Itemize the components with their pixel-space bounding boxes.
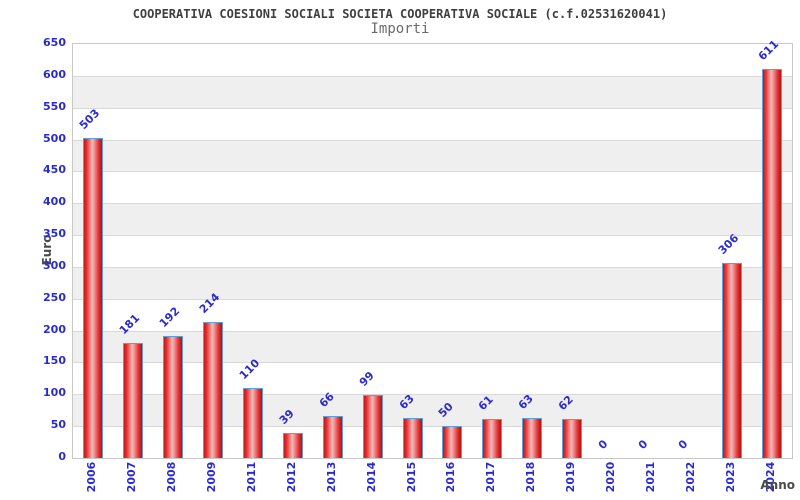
- y-tick-600: 600: [43, 67, 66, 81]
- y-tick-100: 100: [43, 386, 66, 400]
- stripe-band: [73, 203, 792, 236]
- y-tick-300: 300: [43, 258, 66, 272]
- gridline: [73, 299, 792, 300]
- y-tick-0: 0: [58, 450, 66, 463]
- bar-2008: [162, 335, 183, 458]
- chart-title: COOPERATIVA COESIONI SOCIALI SOCIETA COO…: [132, 7, 668, 21]
- stripe-band: [73, 330, 792, 363]
- x-tick-2020: 2020: [604, 461, 618, 493]
- x-tick-2006: 2006: [84, 461, 98, 493]
- gridline: [73, 267, 792, 268]
- bar-2013: [322, 415, 343, 458]
- x-tick-2021: 2021: [644, 461, 658, 493]
- y-tick-550: 550: [43, 99, 66, 113]
- bar-2017: [482, 419, 503, 458]
- x-tick-2018: 2018: [524, 461, 538, 493]
- gridline: [73, 426, 792, 427]
- bar-2014: [362, 394, 383, 458]
- bar-2012: [282, 433, 303, 458]
- x-tick-2014: 2014: [364, 461, 378, 493]
- gridline: [73, 140, 792, 141]
- y-tick-450: 450: [43, 163, 66, 177]
- x-tick-2009: 2009: [204, 461, 218, 493]
- bar-2007: [122, 342, 143, 458]
- gridline: [73, 108, 792, 109]
- gridline: [73, 331, 792, 332]
- stripe-band: [73, 266, 792, 299]
- stripe-band: [73, 139, 792, 172]
- bar-2009: [202, 321, 223, 458]
- y-tick-50: 50: [50, 418, 66, 432]
- bar-2018: [522, 417, 543, 458]
- gridline: [73, 235, 792, 236]
- gridline: [73, 76, 792, 77]
- x-tick-2022: 2022: [684, 461, 698, 493]
- gridline: [73, 203, 792, 204]
- x-tick-2008: 2008: [164, 461, 178, 493]
- x-tick-2007: 2007: [124, 461, 138, 493]
- bar-2006: [82, 137, 103, 458]
- stripe-band: [73, 394, 792, 427]
- stripe-band: [73, 75, 792, 108]
- y-tick-650: 650: [43, 36, 66, 49]
- y-tick-350: 350: [43, 227, 66, 241]
- x-tick-2012: 2012: [284, 461, 298, 493]
- gridline: [73, 171, 792, 172]
- y-tick-200: 200: [43, 322, 66, 336]
- bar-2023: [722, 263, 743, 458]
- x-tick-2023: 2023: [724, 461, 738, 493]
- y-tick-400: 400: [43, 195, 66, 209]
- gridline: [73, 394, 792, 395]
- bar-2024: [762, 68, 783, 458]
- y-tick-250: 250: [43, 290, 66, 304]
- x-axis-label: Anno: [760, 478, 795, 492]
- bar-2016: [442, 426, 463, 458]
- chart-subtitle: Importi: [370, 21, 430, 37]
- x-tick-2019: 2019: [564, 461, 578, 493]
- bar-2011: [242, 387, 263, 458]
- bar-2015: [402, 417, 423, 458]
- x-tick-2011: 2011: [244, 461, 258, 493]
- y-tick-500: 500: [43, 131, 66, 145]
- x-tick-2016: 2016: [444, 461, 458, 493]
- y-tick-150: 150: [43, 354, 66, 368]
- x-tick-2015: 2015: [404, 461, 418, 493]
- x-tick-2017: 2017: [484, 461, 498, 493]
- plot-area: [72, 43, 793, 459]
- bar-2019: [562, 418, 583, 458]
- gridline: [73, 362, 792, 363]
- x-tick-2013: 2013: [324, 461, 338, 493]
